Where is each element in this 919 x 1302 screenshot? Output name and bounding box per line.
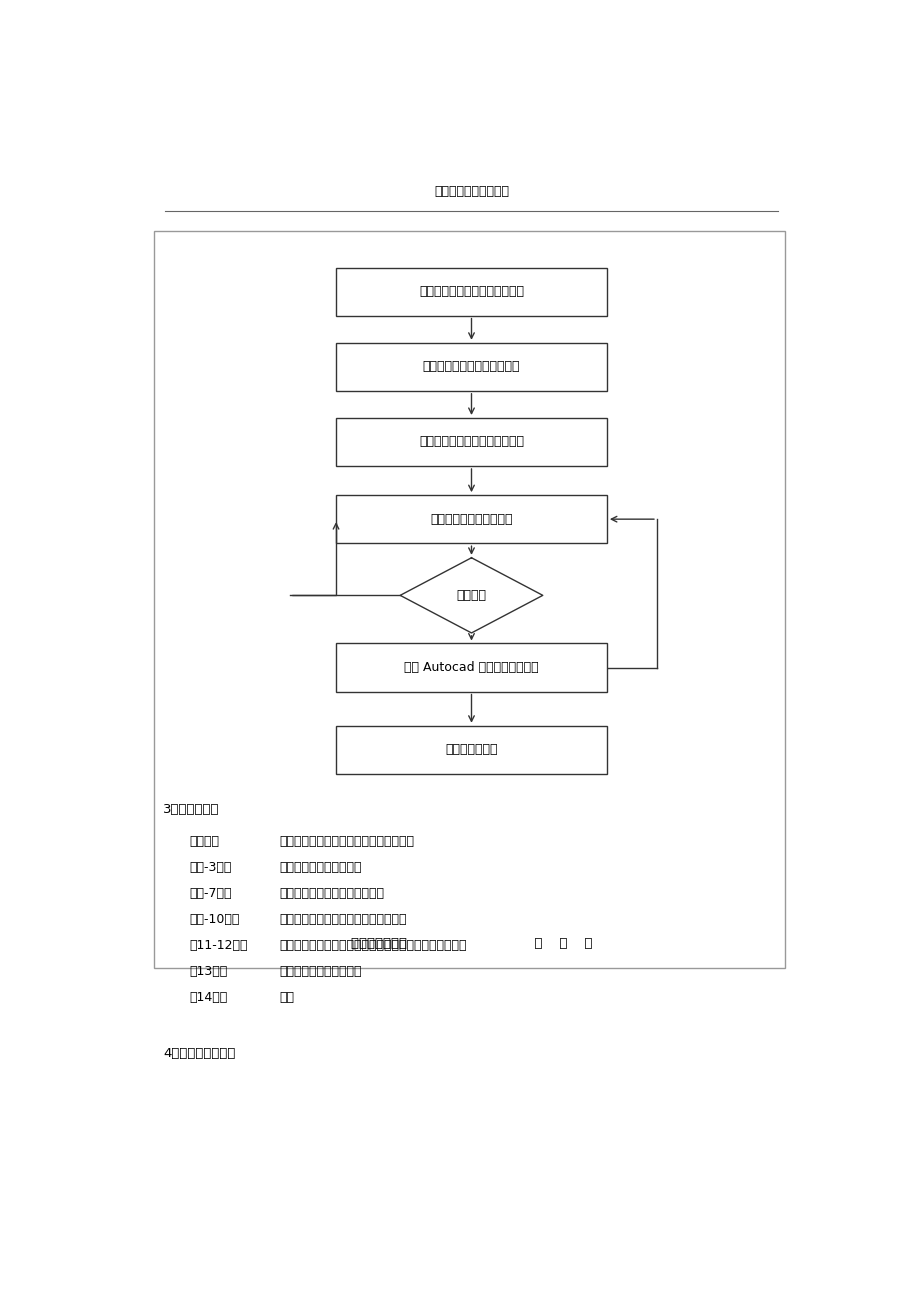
Text: 离合器传动部分设计计算: 离合器传动部分设计计算 <box>430 513 512 526</box>
Text: 第２-3周：: 第２-3周： <box>189 861 232 874</box>
Text: 答辩: 答辩 <box>278 991 294 1004</box>
Bar <box>154 232 784 969</box>
Text: 图样及设计计算说明的整理，资料袋整理，答辩资格审查: 图样及设计计算说明的整理，资料袋整理，答辩资格审查 <box>278 939 466 952</box>
Text: 根据车型进行离合器的参数选择: 根据车型进行离合器的参数选择 <box>418 435 524 448</box>
Text: 方案构思，完成开题报告: 方案构思，完成开题报告 <box>278 861 361 874</box>
Text: 第１周：: 第１周： <box>189 835 220 848</box>
Text: 第14周：: 第14周： <box>189 991 228 1004</box>
Bar <box>335 643 607 691</box>
Text: 是否合理: 是否合理 <box>456 589 486 602</box>
Text: 3．进度安排：: 3．进度安排： <box>164 803 220 816</box>
Text: 第４-7周：: 第４-7周： <box>189 887 233 900</box>
Bar <box>335 725 607 773</box>
Text: 撰写设计说明书: 撰写设计说明书 <box>445 743 497 756</box>
Text: 第13周：: 第13周： <box>189 965 228 978</box>
Bar <box>335 418 607 466</box>
Text: 第11-12周：: 第11-12周： <box>189 939 248 952</box>
Text: 下发毕业设计任务说明书，校内资料收集: 下发毕业设计任务说明书，校内资料收集 <box>278 835 414 848</box>
Bar <box>335 342 607 391</box>
Text: 图样绘制、编辑设计说明书，中期检查: 图样绘制、编辑设计说明书，中期检查 <box>278 913 406 926</box>
Text: 4．指导老师意见：: 4．指导老师意见： <box>164 1048 235 1061</box>
Bar <box>335 267 607 315</box>
Text: 武汉理工大学华夏学院: 武汉理工大学华夏学院 <box>434 185 508 198</box>
Text: 第８-10周：: 第８-10周： <box>189 913 240 926</box>
Text: 设计计算、结构草图、外文翻译: 设计计算、结构草图、外文翻译 <box>278 887 383 900</box>
Bar <box>335 495 607 543</box>
Text: 离合器的基本组成和工作原理: 离合器的基本组成和工作原理 <box>423 361 519 374</box>
Text: 调研、收集资料及总体方案论证: 调研、收集资料及总体方案论证 <box>418 285 524 298</box>
Text: 提交毕业设计给老师评审: 提交毕业设计给老师评审 <box>278 965 361 978</box>
Text: 利用 Autocad 软件绘制离合器图: 利用 Autocad 软件绘制离合器图 <box>403 661 539 674</box>
Text: 指导教师签名：                              年    月    日: 指导教师签名： 年 月 日 <box>350 936 592 949</box>
